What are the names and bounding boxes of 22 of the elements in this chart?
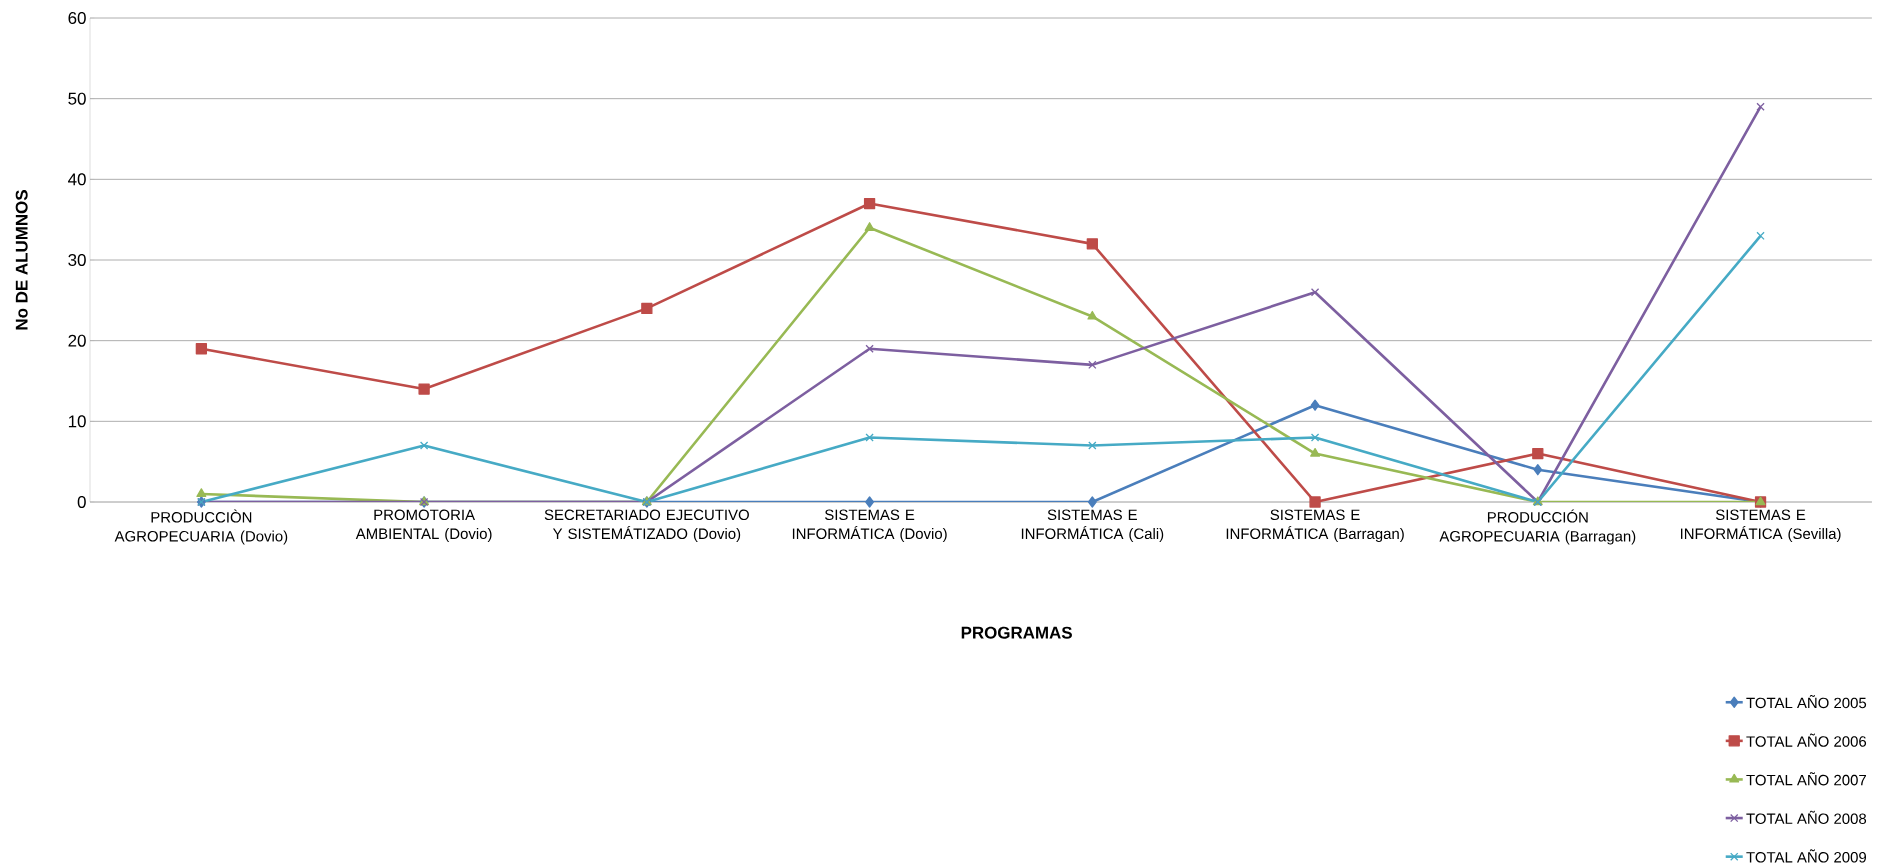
x-tick-label: SECRETARIADO EJECUTIVO Y SISTEMÁTIZADO (Dovio) xyxy=(544,509,749,542)
y-tick-label: 30 xyxy=(68,254,86,266)
legend-label: TOTAL AÑO 2009 xyxy=(1746,849,1867,863)
x-tick-label: PROMOTORIA AMBIENTAL (Dovio) xyxy=(355,509,492,542)
x-tick-label: PRODUCCIÒN AGROPECUARIA (Dovio) xyxy=(114,509,288,545)
x-tick-label: SISTEMAS E INFORMÁTICA (Cali) xyxy=(1021,509,1164,542)
y-axis-title: No DE ALUMNOS xyxy=(15,190,28,330)
x-tick-label: SISTEMAS E INFORMÁTICA (Sevilla) xyxy=(1680,509,1841,542)
y-tick-label: 20 xyxy=(68,334,86,347)
legend-label: TOTAL AÑO 2007 xyxy=(1746,772,1866,786)
y-tick-label: 40 xyxy=(68,173,86,186)
x-tick-label: PRODUCCIÓN AGROPECUARIA (Barragan) xyxy=(1439,509,1636,545)
x-tick-label: SISTEMAS E INFORMÁTICA (Barragan) xyxy=(1226,509,1404,542)
y-tick-label: 0 xyxy=(77,496,86,508)
x-axis-title: PROGRAMAS xyxy=(961,626,1072,639)
y-tick-label: 60 xyxy=(68,12,86,24)
x-tick-label: SISTEMAS E INFORMÁTICA (Dovio) xyxy=(792,509,947,542)
legend-label: TOTAL AÑO 2006 xyxy=(1746,733,1867,747)
y-tick-label: 50 xyxy=(68,92,86,105)
y-tick-label: 10 xyxy=(68,415,86,428)
legend-label: TOTAL AÑO 2005 xyxy=(1746,694,1867,709)
legend-label: TOTAL AÑO 2008 xyxy=(1746,810,1867,824)
